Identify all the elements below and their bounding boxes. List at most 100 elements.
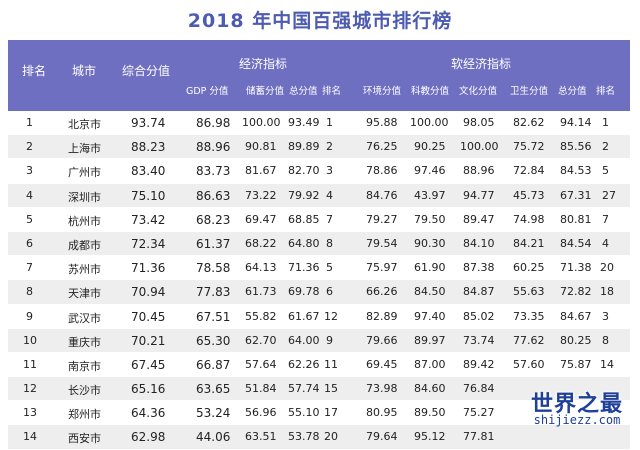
cell-gdp: 68.23 xyxy=(196,212,231,227)
header-science: 科教分值 xyxy=(411,86,450,97)
table-row: 12 长沙市 65.16 63.65 51.84 57.74 15 73.98 … xyxy=(8,377,630,402)
cell-econ-rank: 1 xyxy=(326,116,333,129)
header-economy-group: 经济指标 xyxy=(239,57,288,71)
table-row: 10 重庆市 70.21 65.30 62.70 64.00 9 79.66 8… xyxy=(8,328,630,353)
cell-total: 62.98 xyxy=(131,430,166,445)
cell-soft-rank: 5 xyxy=(602,164,609,178)
cell-econ-total: 61.67 xyxy=(288,309,320,323)
cell-gdp: 53.24 xyxy=(196,406,231,421)
cell-culture: 85.02 xyxy=(463,309,495,323)
cell-soft-rank: 7 xyxy=(602,212,609,226)
table-row: 11 南京市 67.45 66.87 57.64 62.26 11 69.45 … xyxy=(8,352,630,378)
cell-environment: 84.76 xyxy=(366,188,398,202)
cell-soft-total: 84.53 xyxy=(560,164,592,178)
cell-culture: 89.47 xyxy=(463,212,495,226)
cell-environment: 79.64 xyxy=(366,430,398,444)
cell-savings: 61.73 xyxy=(245,285,277,299)
cell-health: 73.35 xyxy=(513,309,545,323)
cell-culture: 87.38 xyxy=(463,261,495,275)
table-row: 13 郑州市 64.36 53.24 56.96 55.10 17 80.95 … xyxy=(8,401,630,426)
cell-city: 长沙市 xyxy=(68,384,101,398)
cell-savings: 68.22 xyxy=(245,236,277,250)
cell-econ-total: 57.74 xyxy=(288,382,320,396)
cell-econ-total: 93.49 xyxy=(288,116,320,129)
cell-econ-rank: 11 xyxy=(324,357,338,371)
cell-savings: 57.64 xyxy=(245,357,277,371)
cell-culture: 73.74 xyxy=(463,333,495,347)
cell-rank: 4 xyxy=(26,188,33,202)
cell-science: 84.60 xyxy=(414,382,446,396)
cell-science: 43.97 xyxy=(414,188,446,202)
cell-gdp: 63.65 xyxy=(196,382,231,397)
cell-econ-rank: 7 xyxy=(326,212,333,226)
cell-soft-total: 72.82 xyxy=(560,285,592,299)
cell-savings: 69.47 xyxy=(245,212,277,226)
cell-health: 77.62 xyxy=(513,333,545,347)
cell-soft-total: 80.25 xyxy=(560,333,592,347)
cell-soft-rank: 1 xyxy=(602,116,609,129)
table-row: 3 广州市 83.40 83.73 81.67 82.70 3 78.86 97… xyxy=(8,159,630,184)
cell-total: 75.10 xyxy=(131,188,166,203)
cell-econ-rank: 8 xyxy=(326,236,333,250)
cell-econ-total: 89.89 xyxy=(288,140,320,154)
cell-total: 64.36 xyxy=(131,406,166,421)
cell-savings: 81.67 xyxy=(245,164,277,178)
cell-environment: 82.89 xyxy=(366,309,398,323)
cell-total: 72.34 xyxy=(131,236,166,251)
cell-soft-rank: 3 xyxy=(602,309,609,323)
cell-environment: 80.95 xyxy=(366,406,398,420)
cell-environment: 76.25 xyxy=(366,140,398,154)
cell-total: 70.94 xyxy=(131,285,166,300)
cell-culture: 89.42 xyxy=(463,357,495,371)
cell-soft-rank: 4 xyxy=(602,236,609,250)
cell-total: 71.36 xyxy=(131,261,166,276)
cell-econ-total: 71.36 xyxy=(288,261,320,275)
cell-city: 南京市 xyxy=(68,359,101,373)
cell-rank: 5 xyxy=(26,212,33,226)
cell-city: 杭州市 xyxy=(68,214,101,228)
watermark: 世界之最 shijiezz.com xyxy=(518,386,636,432)
cell-science: 84.50 xyxy=(414,285,446,299)
cell-savings: 51.84 xyxy=(245,382,277,396)
cell-soft-total: 84.67 xyxy=(560,309,592,323)
cell-soft-total: 85.56 xyxy=(560,140,592,154)
cell-soft-total: 84.54 xyxy=(560,236,592,250)
cell-savings: 56.96 xyxy=(245,406,277,420)
watermark-domain: shijiezz.com xyxy=(533,413,621,427)
cell-econ-total: 62.26 xyxy=(288,357,320,371)
cell-rank: 12 xyxy=(23,382,37,396)
cell-econ-rank: 20 xyxy=(324,430,338,444)
header-rank: 排名 xyxy=(22,64,47,78)
cell-city: 成都市 xyxy=(68,238,101,252)
table-row: 4 深圳市 75.10 86.63 73.22 79.92 4 84.76 43… xyxy=(8,183,630,208)
cell-total: 88.23 xyxy=(131,140,166,155)
cell-econ-total: 64.00 xyxy=(288,333,320,347)
cell-savings: 62.70 xyxy=(245,333,277,347)
cell-gdp: 67.51 xyxy=(196,309,231,324)
table-row: 1 北京市 93.74 86.98 100.00 93.49 1 95.88 1… xyxy=(8,111,630,136)
cell-city: 武汉市 xyxy=(68,311,101,325)
cell-savings: 55.82 xyxy=(245,309,277,323)
cell-soft-total: 75.87 xyxy=(560,357,592,371)
cell-total: 83.40 xyxy=(131,164,166,179)
header-environment: 环境分值 xyxy=(363,86,402,97)
table-row: 2 上海市 88.23 88.96 90.81 89.89 2 76.25 90… xyxy=(8,135,630,160)
cell-econ-rank: 15 xyxy=(324,382,338,396)
cell-soft-total: 71.38 xyxy=(560,261,592,275)
table-row: 7 苏州市 71.36 78.58 64.13 71.36 5 75.97 61… xyxy=(8,256,630,281)
cell-econ-total: 53.78 xyxy=(288,430,320,444)
table-header: 排名 城市 综合分值 经济指标 软经济指标 GDP 分值 储蓄分值 总分值 排名… xyxy=(8,40,630,111)
table-row: 9 武汉市 70.45 67.51 55.82 61.67 12 82.89 9… xyxy=(8,304,630,329)
cell-science: 97.46 xyxy=(414,164,446,178)
cell-environment: 75.97 xyxy=(366,261,398,275)
cell-city: 天津市 xyxy=(68,287,101,301)
header-econ-rank: 排名 xyxy=(322,86,342,97)
cell-culture: 77.81 xyxy=(463,430,495,444)
header-health: 卫生分值 xyxy=(510,86,549,97)
cell-science: 100.00 xyxy=(410,116,449,129)
cell-science: 89.97 xyxy=(414,333,446,347)
header-non-economy-group: 软经济指标 xyxy=(451,57,512,71)
cell-culture: 98.05 xyxy=(463,116,495,129)
cell-gdp: 78.58 xyxy=(196,261,231,276)
cell-city: 重庆市 xyxy=(68,335,101,349)
